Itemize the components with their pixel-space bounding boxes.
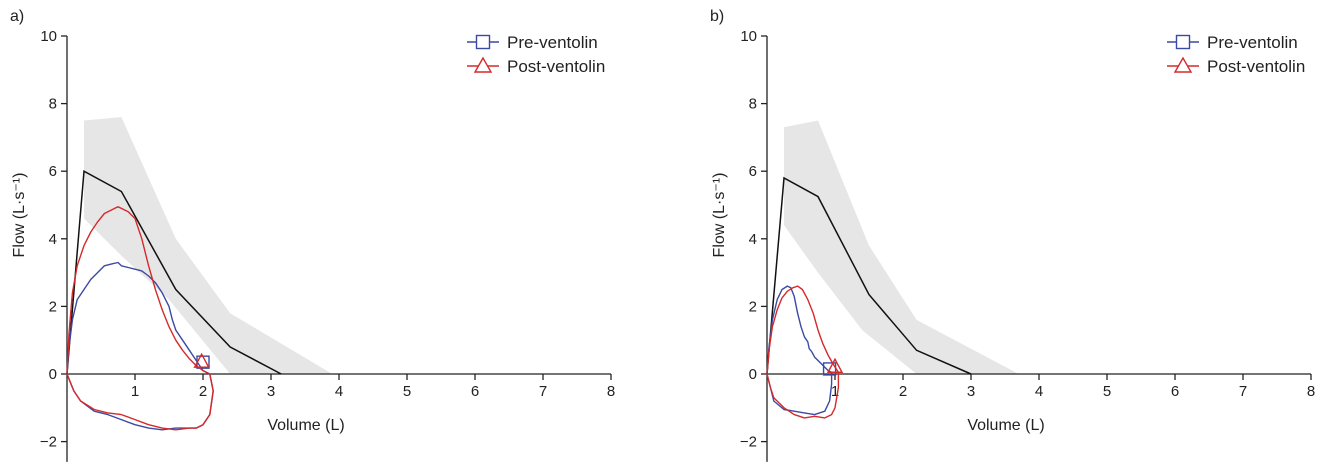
y-tick-label: 10 <box>740 28 757 45</box>
chart-panel-a: −2 0 2 4 6 8 10 1 2 3 4 5 6 7 8 Volume (L) Flow (L·s⁻¹) a… <box>0 0 650 464</box>
x-tick-label: 4 <box>1035 383 1043 400</box>
series-line-pre <box>766 285 833 416</box>
series-line-post <box>66 205 214 431</box>
y-tick-label: −2 <box>40 434 57 451</box>
x-tick-label: 1 <box>831 383 839 400</box>
series-line-pre <box>66 261 214 431</box>
x-tick-label: 6 <box>471 383 479 400</box>
legend-label: Post-ventolin <box>507 57 605 76</box>
y-tick-label: 10 <box>40 28 57 45</box>
legend-marker-triangle <box>473 56 493 73</box>
x-tick-label: 8 <box>607 383 615 400</box>
predicted-line <box>766 176 972 375</box>
chart-panel-b: −2 0 2 4 6 8 10 1 2 3 4 5 6 7 8 Volume (L) Flow (L·s⁻¹) b… <box>700 0 1341 464</box>
legend-label: Pre-ventolin <box>507 33 598 52</box>
series-line-post <box>766 285 840 419</box>
x-tick-label: 3 <box>967 383 975 400</box>
y-tick-label: 8 <box>49 96 57 113</box>
x-axis-label: Volume (L) <box>267 417 344 434</box>
y-tick-label: −2 <box>740 434 757 451</box>
y-tick-label: 2 <box>49 298 57 315</box>
x-axis-label: Volume (L) <box>967 417 1044 434</box>
legend-label: Post-ventolin <box>1207 57 1305 76</box>
legend-label: Pre-ventolin <box>1207 33 1298 52</box>
legend-marker-square <box>1175 34 1191 50</box>
x-tick-label: 1 <box>131 383 139 400</box>
x-tick-label: 6 <box>1171 383 1179 400</box>
predicted-line <box>66 169 282 375</box>
x-tick-label: 7 <box>1239 383 1247 400</box>
series-marker-triangle <box>826 357 844 373</box>
legend-marker-square <box>475 34 491 50</box>
x-tick-label: 8 <box>1307 383 1315 400</box>
legend-entry-pre: Pre-ventolin <box>1167 33 1298 52</box>
x-tick-label: 3 <box>267 383 275 400</box>
legend-marker-triangle <box>1173 56 1193 73</box>
legend-entry-post: Post-ventolin <box>1167 56 1305 76</box>
y-tick-label: 2 <box>749 298 757 315</box>
y-tick-label: 6 <box>49 163 57 180</box>
x-tick-label: 2 <box>899 383 907 400</box>
y-tick-label: 4 <box>749 231 757 248</box>
x-tick-label: 7 <box>539 383 547 400</box>
x-tick-label: 2 <box>199 383 207 400</box>
panel-label: a) <box>10 8 24 25</box>
y-tick-label: 0 <box>49 366 57 383</box>
panel-label: b) <box>710 8 724 25</box>
y-axis-label: Flow (L·s⁻¹) <box>711 173 728 258</box>
y-tick-label: 0 <box>749 366 757 383</box>
x-tick-label: 5 <box>1103 383 1111 400</box>
x-tick-label: 4 <box>335 383 343 400</box>
legend-entry-pre: Pre-ventolin <box>467 33 598 52</box>
reference-band <box>84 117 333 374</box>
y-axis-label: Flow (L·s⁻¹) <box>11 173 28 258</box>
y-tick-label: 6 <box>749 163 757 180</box>
x-tick-label: 5 <box>403 383 411 400</box>
legend-entry-post: Post-ventolin <box>467 56 605 76</box>
series-marker-triangle <box>193 352 210 368</box>
y-tick-label: 8 <box>749 96 757 113</box>
y-tick-label: 4 <box>49 231 57 248</box>
reference-band <box>784 120 1019 374</box>
